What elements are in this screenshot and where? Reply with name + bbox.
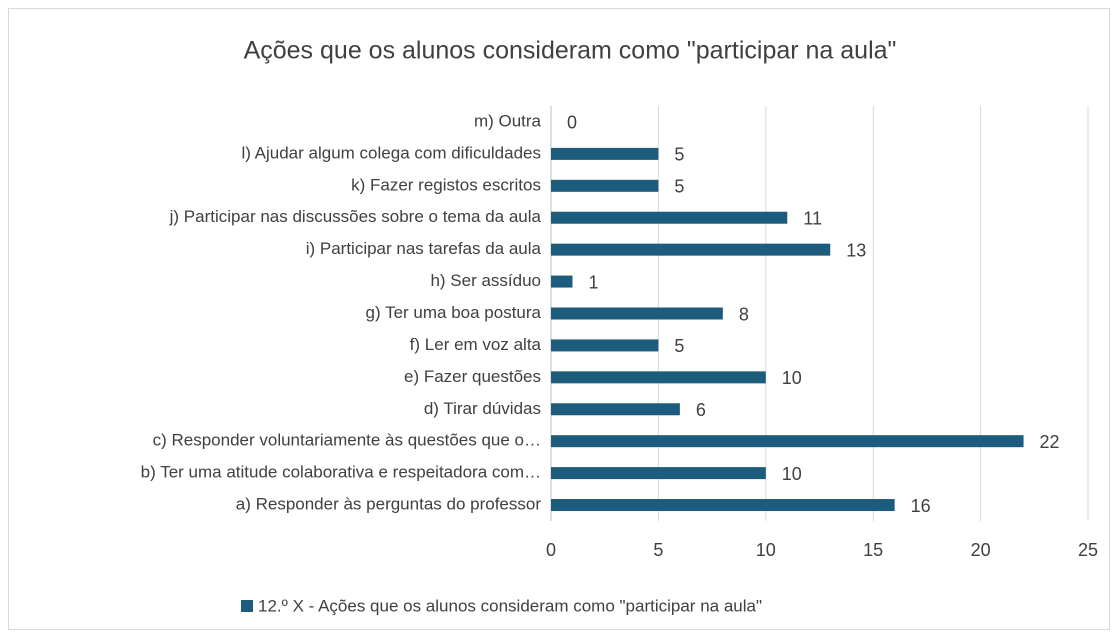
y-tick-label: m) Outra <box>474 111 542 130</box>
data-label: 10 <box>782 368 802 388</box>
bar <box>551 179 659 192</box>
y-tick-label: b) Ter uma atitude colaborativa e respei… <box>141 463 541 482</box>
y-tick-label: c) Responder voluntariamente às questões… <box>153 431 541 450</box>
data-label: 10 <box>782 464 802 484</box>
x-tick-label: 25 <box>1078 540 1098 560</box>
y-tick-label: g) Ter uma boa postura <box>366 303 542 322</box>
y-tick-label: j) Participar nas discussões sobre o tem… <box>169 207 542 226</box>
data-label: 5 <box>674 177 684 197</box>
legend-swatch <box>241 600 253 612</box>
bar <box>551 211 788 224</box>
y-tick-label: f) Ler em voz alta <box>410 335 542 354</box>
data-label: 8 <box>739 304 749 324</box>
bar <box>551 467 766 480</box>
x-tick-label: 15 <box>863 540 883 560</box>
y-tick-label: k) Fazer registos escritos <box>351 175 541 194</box>
data-label: 22 <box>1040 432 1060 452</box>
y-tick-label: i) Participar nas tarefas da aula <box>306 239 542 258</box>
x-tick-label: 10 <box>756 540 776 560</box>
bar <box>551 147 659 160</box>
y-tick-label: l) Ajudar algum colega com dificuldades <box>241 143 541 162</box>
bar <box>551 339 659 352</box>
data-label: 0 <box>567 113 577 133</box>
x-tick-label: 5 <box>653 540 663 560</box>
data-label: 13 <box>846 240 866 260</box>
data-label: 5 <box>674 145 684 165</box>
data-label: 1 <box>588 272 598 292</box>
bar <box>551 307 723 320</box>
data-label: 11 <box>803 208 822 228</box>
chart-title: Ações que os alunos consideram como "par… <box>244 37 897 65</box>
data-label: 5 <box>674 336 684 356</box>
y-tick-label: e) Fazer questões <box>404 367 541 386</box>
data-label: 16 <box>911 496 931 516</box>
bar <box>551 403 680 416</box>
y-tick-label: h) Ser assíduo <box>430 271 541 290</box>
bar <box>551 243 831 256</box>
x-tick-label: 20 <box>971 540 991 560</box>
bar <box>551 435 1024 448</box>
y-tick-label: a) Responder às perguntas do professor <box>236 495 542 514</box>
bar <box>551 275 573 288</box>
bar <box>551 371 766 384</box>
x-tick-label: 0 <box>546 540 556 560</box>
data-label: 6 <box>696 400 706 420</box>
y-tick-label: d) Tirar dúvidas <box>424 399 541 418</box>
bar <box>551 499 895 512</box>
legend-label: 12.º X - Ações que os alunos consideram … <box>258 596 762 615</box>
